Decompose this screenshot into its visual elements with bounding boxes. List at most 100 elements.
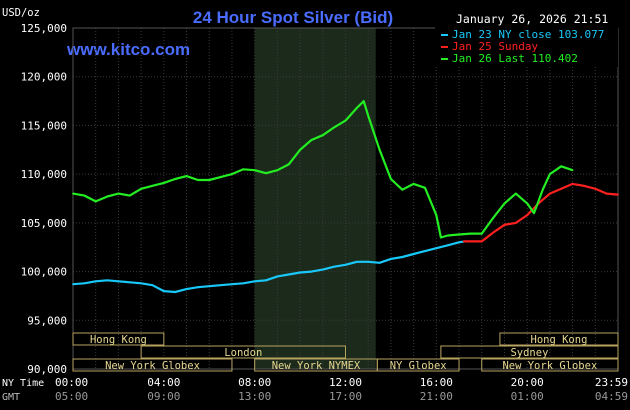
data-point [253, 169, 256, 172]
data-point [583, 184, 585, 187]
x-tick-label: 21:00 [420, 390, 453, 403]
x-axis-row-label: GMT [2, 392, 20, 403]
data-point [174, 178, 177, 180]
legend-box [435, 26, 618, 67]
data-point [72, 192, 74, 195]
data-point [390, 258, 392, 260]
data-point [299, 271, 301, 274]
data-point [617, 193, 619, 196]
data-point [526, 202, 529, 205]
data-point [480, 232, 483, 235]
data-point [378, 148, 381, 151]
data-point [526, 214, 529, 216]
y-tick-label: 125,000 [21, 22, 67, 35]
data-point [571, 182, 574, 185]
data-point [242, 168, 245, 171]
plot-frame [72, 27, 619, 370]
data-point [219, 284, 222, 287]
chart-title: 24 Hour Spot Silver (Bid) [193, 8, 393, 27]
data-point [242, 282, 245, 285]
data-point [492, 217, 495, 219]
y-tick-label: 100,000 [21, 266, 67, 279]
data-point [287, 163, 290, 166]
x-tick-label: 09:00 [147, 390, 180, 403]
data-point [401, 188, 404, 191]
data-point [458, 241, 460, 244]
x-tick-label: 23:59 [595, 376, 628, 389]
x-tick-label: 04:00 [147, 376, 180, 389]
data-point [503, 202, 506, 205]
data-point [333, 265, 336, 268]
data-point [140, 282, 143, 285]
data-point [106, 195, 108, 198]
data-point [446, 244, 449, 247]
data-point [174, 291, 177, 293]
data-point [94, 280, 97, 283]
data-point [344, 119, 347, 122]
data-point [367, 260, 370, 263]
market-session-box [499, 332, 619, 346]
data-point [117, 192, 120, 195]
data-point [106, 279, 108, 282]
data-point [560, 187, 563, 190]
market-session-label: New York Globex [502, 360, 597, 372]
data-point [514, 192, 517, 195]
y-tick-label: 95,000 [27, 314, 67, 327]
data-point [299, 148, 301, 151]
data-point [401, 256, 404, 258]
data-point [151, 284, 154, 287]
data-point [412, 253, 415, 255]
data-point [594, 187, 597, 190]
data-point [128, 194, 131, 197]
data-point [362, 100, 365, 102]
timestamp: January 26, 2026 21:51 [456, 12, 608, 26]
series-line [72, 100, 573, 239]
x-tick-label: 05:00 [55, 390, 88, 403]
data-point [439, 236, 442, 239]
x-tick-label: 01:00 [511, 390, 544, 403]
market-session-box [72, 332, 165, 346]
watermark: www.kitco.com [66, 40, 190, 59]
data-point [162, 290, 165, 292]
legend-entry: Jan 23 NY close 103.077 [452, 28, 604, 41]
data-point [462, 240, 465, 243]
market-session-label: Sydney [510, 347, 548, 359]
data-point [151, 184, 154, 187]
data-point [94, 200, 97, 203]
data-point [265, 279, 267, 282]
market-session-label: Hong Kong [531, 334, 588, 346]
x-tick-label: 16:00 [420, 376, 453, 389]
data-point [185, 288, 188, 291]
market-session-label: NY Globex [390, 360, 447, 372]
data-point [287, 273, 290, 276]
y-tick-label: 110,000 [21, 168, 67, 181]
data-point [310, 139, 313, 141]
y-tick-label: 115,000 [21, 119, 67, 132]
data-point [480, 240, 483, 243]
x-tick-label: 20:00 [511, 376, 544, 389]
data-point [355, 260, 358, 263]
series-line [463, 182, 619, 243]
data-point [321, 134, 324, 137]
data-point [514, 221, 517, 224]
data-point [390, 178, 392, 180]
data-point [72, 283, 74, 286]
data-point [458, 233, 460, 236]
data-point [231, 173, 233, 176]
data-point [344, 263, 347, 266]
legend-entry: Jan 25 Sunday [452, 40, 538, 53]
y-tick-label: 120,000 [21, 71, 67, 84]
market-session-box [140, 345, 346, 359]
x-tick-label: 17:00 [329, 390, 362, 403]
data-point [196, 286, 199, 289]
data-point [310, 270, 313, 273]
data-point [378, 261, 381, 264]
data-point [355, 106, 358, 109]
data-point [469, 232, 472, 235]
data-point [140, 187, 143, 190]
x-tick-label: 08:00 [238, 376, 271, 389]
data-point [196, 179, 199, 181]
data-point [333, 126, 336, 129]
y-tick-label: 105,000 [21, 217, 67, 230]
